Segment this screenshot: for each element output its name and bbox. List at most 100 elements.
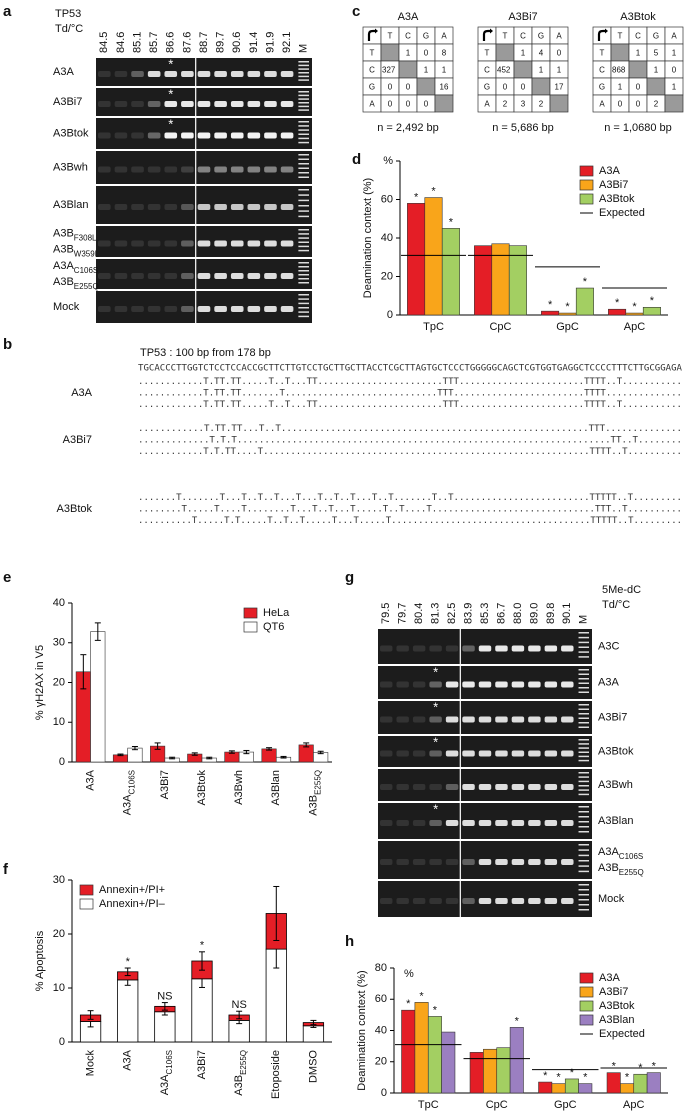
gel-band bbox=[412, 820, 426, 826]
gel-ladder bbox=[578, 704, 589, 706]
gel-band bbox=[230, 71, 244, 77]
gel-band bbox=[511, 750, 525, 757]
gel-ladder bbox=[578, 789, 589, 791]
gel-band bbox=[230, 101, 244, 107]
bar bbox=[606, 1072, 621, 1094]
gel-band bbox=[478, 716, 492, 723]
gel-temperature: 83.9 bbox=[462, 603, 474, 624]
table-value: 0 bbox=[388, 100, 393, 109]
label-base: A3A bbox=[159, 1074, 171, 1095]
legend-label: HeLa bbox=[263, 607, 290, 619]
bar bbox=[509, 1027, 524, 1094]
gel-band bbox=[561, 784, 574, 790]
bar-annotation: * bbox=[615, 297, 620, 309]
bar bbox=[633, 1073, 648, 1094]
gel-band bbox=[147, 306, 161, 312]
gel-band bbox=[114, 306, 128, 312]
x-tick-label: A3Bwh bbox=[233, 770, 245, 805]
gel-band bbox=[114, 166, 128, 173]
gel-ladder bbox=[578, 776, 589, 778]
gel-band bbox=[114, 71, 128, 77]
bar bbox=[564, 1078, 579, 1094]
table-value: 1 bbox=[406, 49, 411, 58]
gel-band bbox=[181, 132, 194, 139]
bar-annotation: NS bbox=[232, 999, 247, 1011]
label-base: A3B bbox=[53, 276, 74, 288]
gel-band bbox=[478, 784, 492, 790]
table-cell bbox=[513, 60, 533, 79]
gel-band bbox=[264, 306, 277, 312]
label-subscript: C106S bbox=[164, 1050, 173, 1074]
table-value: 16 bbox=[440, 83, 449, 92]
table-value: 1 bbox=[636, 49, 641, 58]
gel-band bbox=[214, 166, 227, 173]
gel-band bbox=[495, 859, 508, 865]
gel-lane-label: A3BW359L bbox=[53, 243, 100, 258]
gel-band bbox=[412, 784, 426, 790]
y-tick-label: 30 bbox=[53, 637, 65, 649]
y-tick-label: 0 bbox=[387, 309, 393, 321]
table-column-header: T bbox=[618, 32, 623, 41]
table-row-header: T bbox=[370, 49, 375, 58]
gel-temperature: 85.3 bbox=[479, 603, 491, 624]
gel-temperature: 88.0 bbox=[512, 603, 524, 624]
x-tick-label: A3AC106S bbox=[159, 1050, 174, 1095]
table-column-header: T bbox=[503, 32, 508, 41]
gel-ladder bbox=[578, 826, 589, 828]
gel-band bbox=[462, 859, 475, 865]
gel-star: * bbox=[168, 56, 173, 71]
gel-band bbox=[131, 273, 144, 279]
gel-band bbox=[98, 132, 111, 139]
gel-temperature: 84.5 bbox=[98, 32, 110, 53]
gel-ladder bbox=[578, 772, 589, 774]
gel-ladder bbox=[578, 759, 589, 762]
gel-temperature: 91.9 bbox=[264, 32, 276, 53]
gel-ladder bbox=[578, 870, 589, 873]
gel-band bbox=[197, 204, 211, 210]
gel-band bbox=[462, 716, 475, 723]
table-corner-arrow bbox=[605, 28, 608, 34]
gel-band bbox=[396, 784, 409, 790]
gel-band bbox=[462, 645, 475, 652]
sequence-group-label: A3Btok bbox=[57, 503, 93, 515]
gel-ladder bbox=[298, 194, 309, 196]
gel-band bbox=[445, 859, 459, 865]
gel-band bbox=[412, 898, 426, 904]
label-base: A3B bbox=[53, 227, 74, 239]
table-cell bbox=[416, 77, 436, 96]
y-tick-label: 20 bbox=[381, 270, 393, 282]
label-base: A3B bbox=[307, 795, 319, 816]
bar bbox=[474, 245, 493, 316]
bar-segment bbox=[117, 979, 139, 1043]
gel-ladder bbox=[578, 713, 589, 715]
gel-ladder bbox=[298, 189, 309, 191]
bar bbox=[424, 197, 443, 316]
gel-band bbox=[396, 898, 409, 904]
gel-ladder bbox=[578, 717, 589, 719]
bar-annotation: * bbox=[414, 191, 419, 203]
gel-marker-label: M bbox=[298, 44, 310, 53]
label-subscript: C106S bbox=[127, 770, 136, 794]
gel-ladder bbox=[578, 909, 589, 911]
gel-lane-label: A3A bbox=[598, 676, 619, 688]
table-value: 327 bbox=[382, 66, 396, 75]
gel-lane-label: A3Btok bbox=[598, 745, 634, 757]
gel-band bbox=[247, 273, 261, 279]
gel-temperature: 90.1 bbox=[561, 603, 573, 624]
x-tick-label: Etoposide bbox=[270, 1050, 282, 1099]
gel-band bbox=[561, 859, 574, 865]
sequence-read: ............T.TT.TT.....T..T...TT.......… bbox=[138, 377, 682, 387]
bar bbox=[407, 203, 426, 316]
table-value: 0 bbox=[406, 100, 411, 109]
gel-ladder bbox=[578, 780, 589, 783]
bar bbox=[575, 287, 594, 316]
gel-band bbox=[380, 681, 393, 688]
gel-header: TP53 bbox=[55, 8, 81, 20]
gel-band bbox=[380, 784, 393, 790]
gel-ladder bbox=[578, 884, 589, 886]
gel-band bbox=[380, 645, 393, 652]
table-value: 1 bbox=[618, 83, 623, 92]
gel-band bbox=[280, 273, 294, 279]
gel-lane-label: A3Bi7 bbox=[53, 96, 82, 108]
